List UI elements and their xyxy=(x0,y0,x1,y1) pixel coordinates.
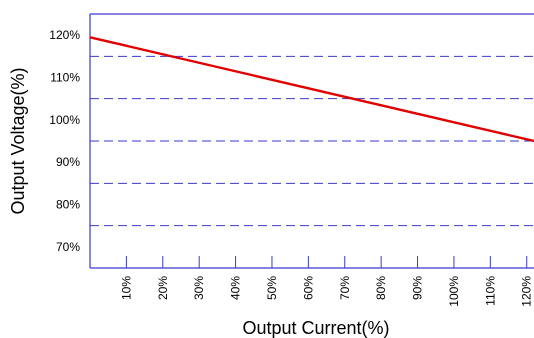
x-tick-label: 110% xyxy=(483,276,497,306)
x-tick-label: 50% xyxy=(265,276,279,300)
series-line xyxy=(89,36,534,143)
x-axis-ticks xyxy=(125,256,528,268)
x-tick-label: 30% xyxy=(192,276,206,300)
x-tick-label: 100% xyxy=(447,276,461,307)
y-tick-label: 70% xyxy=(56,240,80,254)
y-tick-label: 80% xyxy=(56,198,80,212)
series-lines xyxy=(89,36,534,143)
y-axis-tick-labels: 70% 80% 90% 100% 110% 120% xyxy=(49,28,80,254)
y-tick-label: 110% xyxy=(50,71,80,85)
x-tick-label: 40% xyxy=(229,276,243,300)
y-axis-title: Output Voltage(%) xyxy=(8,67,28,214)
x-tick-label: 60% xyxy=(301,276,315,300)
plot-frame xyxy=(89,13,534,269)
gridlines xyxy=(90,55,534,227)
x-tick-label: 90% xyxy=(411,276,425,300)
x-tick-label: 80% xyxy=(374,276,388,300)
y-tick-label: 120% xyxy=(49,28,80,42)
x-tick-label: 70% xyxy=(338,276,352,300)
x-axis-title: Output Current(%) xyxy=(242,318,389,338)
x-axis-tick-labels: 10% 20% 30% 40% 50% 60% 70% 80% 90% 100% 110% 120% xyxy=(119,276,533,307)
x-tick-label: 10% xyxy=(119,276,133,300)
x-tick-label: 20% xyxy=(156,276,170,300)
x-tick-label: 120% xyxy=(520,276,534,307)
y-tick-label: 100% xyxy=(49,113,80,127)
y-tick-label: 90% xyxy=(56,155,80,169)
